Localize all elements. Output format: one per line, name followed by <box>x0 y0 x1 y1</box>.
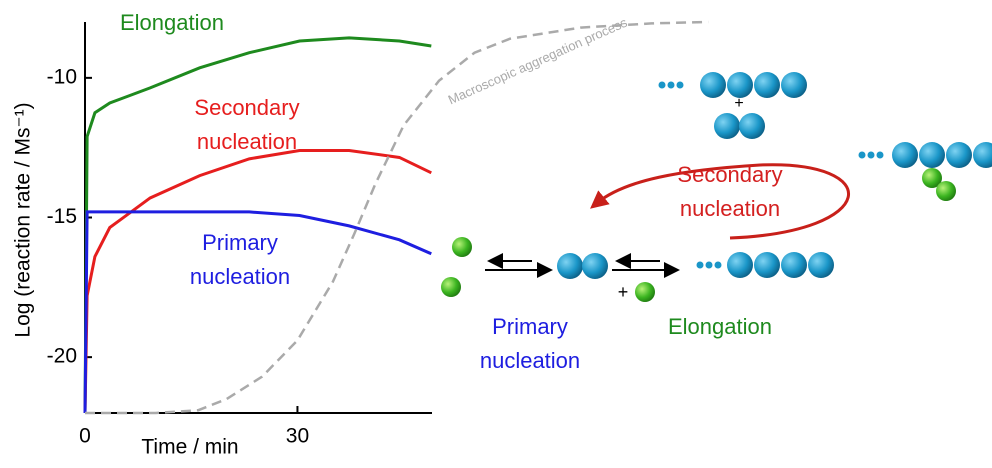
series-line <box>83 36 432 414</box>
plus-sign: + <box>618 282 629 302</box>
series-label: Primary nucleation <box>189 230 291 289</box>
series-line <box>83 210 432 414</box>
series-label: Elongation <box>120 10 224 35</box>
series-line <box>85 20 709 415</box>
secondary-arrow <box>590 163 851 240</box>
y-tick-label: -15 <box>47 205 77 228</box>
fibril-top <box>658 72 807 139</box>
y-tick-label: -10 <box>47 65 77 88</box>
x-tick-label: 30 <box>286 425 309 448</box>
axes: -10 -15 -20 0 30 <box>47 20 709 448</box>
series-label: Secondary nucleation <box>194 95 300 154</box>
primary-row <box>441 237 834 302</box>
diagram-label: Secondary nucleation <box>677 162 783 221</box>
annotation: Macroscopic aggregation process <box>446 14 630 107</box>
x-axis-label: Time / min <box>141 436 238 459</box>
diagram-label: Primary nucleation <box>479 314 581 373</box>
plus-sign: + <box>734 95 743 112</box>
series-line <box>83 148 432 414</box>
fibril-right <box>858 142 992 201</box>
diagram: + + <box>441 72 992 302</box>
y-tick-label: -20 <box>47 345 77 368</box>
diagram-label: Elongation <box>668 314 772 339</box>
x-tick-label: 0 <box>79 425 91 448</box>
y-axis-label: Log (reaction rate / Ms⁻¹) <box>12 102 35 337</box>
